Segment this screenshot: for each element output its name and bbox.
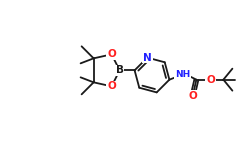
Text: N: N [143, 53, 152, 63]
Text: O: O [107, 81, 116, 91]
Text: O: O [188, 91, 197, 101]
Text: B: B [116, 65, 124, 75]
Text: O: O [107, 49, 116, 59]
Text: O: O [206, 75, 215, 85]
Text: NH: NH [175, 70, 190, 79]
